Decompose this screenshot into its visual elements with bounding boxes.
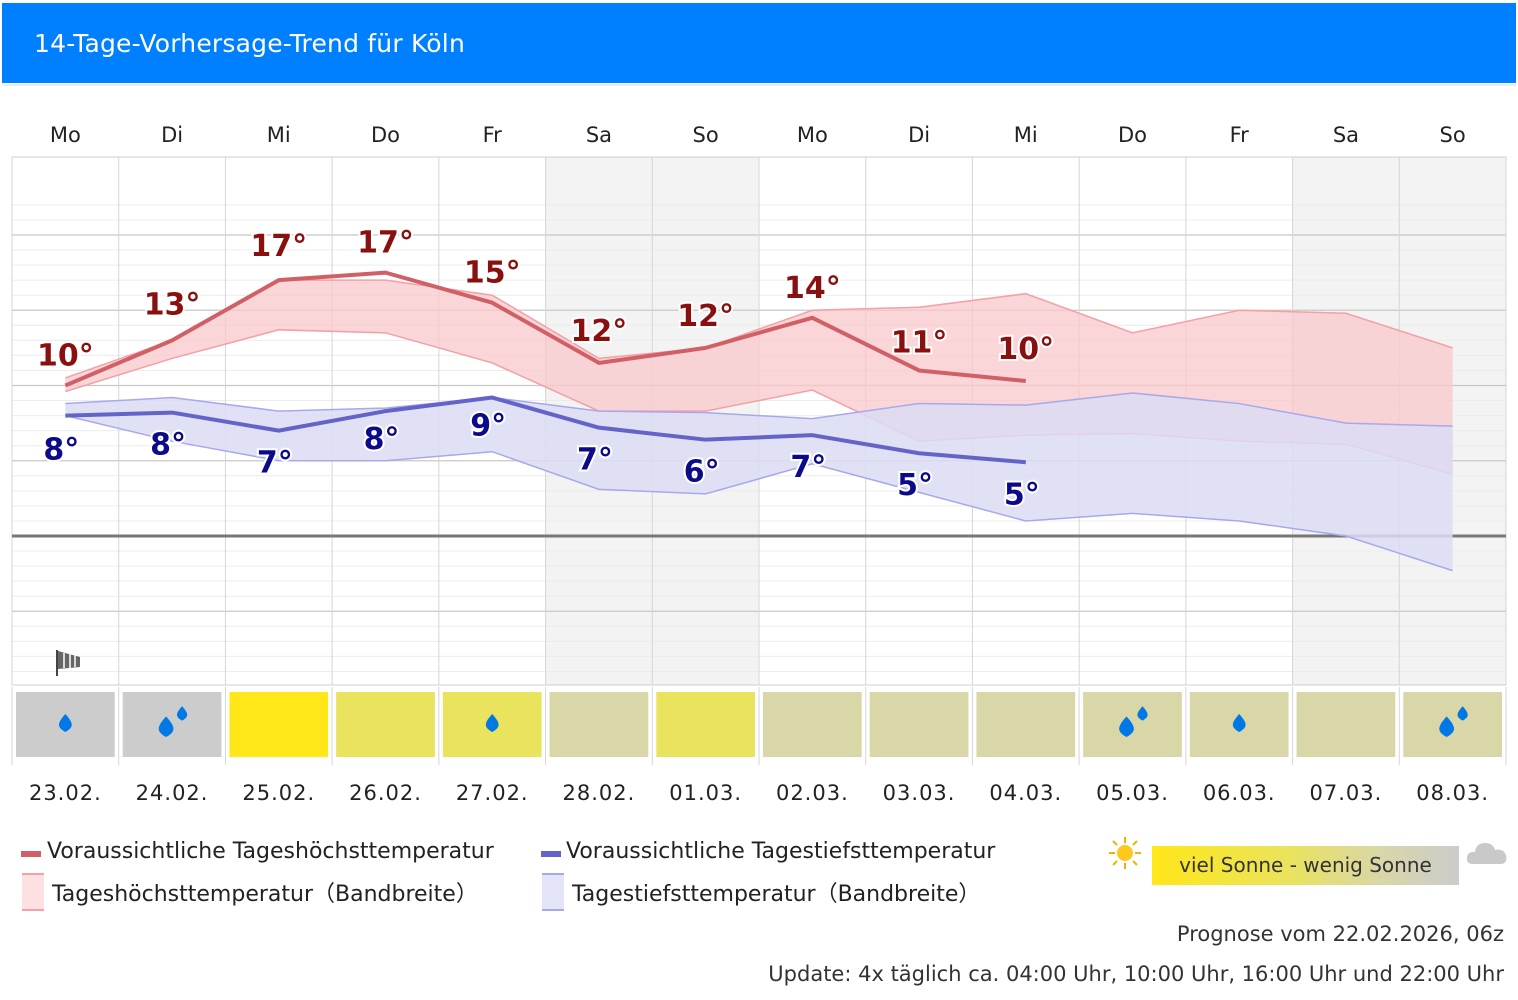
high-temp-label: 11° (891, 325, 948, 360)
date-label: 24.02. (136, 781, 209, 805)
high-temp-label: 14° (784, 271, 841, 306)
date-label: 08.03. (1416, 781, 1489, 805)
low-temp-label: 8° (150, 428, 186, 463)
low-temp-label: 8° (43, 433, 79, 468)
low-temp-line (65, 395, 1026, 465)
legend-low-line-label: Voraussichtliche Tagestiefsttemperatur (566, 839, 996, 864)
low-temp-label: 6° (684, 455, 720, 490)
low-temp-label: 9° (470, 409, 506, 444)
day-label: Mi (1014, 123, 1038, 147)
day-label: So (1440, 123, 1466, 147)
low-temp-label: 8° (364, 422, 400, 457)
day-label: Mo (797, 123, 828, 147)
date-label: 02.03. (776, 781, 849, 805)
sunshine-cell (976, 692, 1076, 757)
sunshine-scale: viel Sonne - wenig Sonne (1152, 846, 1459, 885)
high-temp-label: 12° (571, 314, 628, 349)
legend-high-line-label: Voraussichtliche Tageshöchsttemperatur (47, 839, 494, 864)
raindrop-icon (1232, 714, 1246, 732)
date-label: 26.02. (349, 781, 422, 805)
windsock-icon (56, 650, 80, 676)
sunshine-cell (229, 692, 329, 757)
high-temp-label: 17° (357, 226, 414, 261)
sunshine-cell (869, 692, 969, 757)
legend-low-line-swatch (541, 851, 561, 857)
high-temp-label: 12° (677, 299, 734, 334)
sunshine-cell (336, 692, 435, 757)
day-label: Fr (1230, 123, 1250, 147)
legend-low-band-label: Tagestiefsttemperatur（Bandbreite） (572, 882, 981, 907)
day-label: Do (371, 123, 400, 147)
day-label: Mi (267, 123, 291, 147)
day-label: Mo (50, 123, 81, 147)
day-label: Sa (586, 123, 612, 147)
legend-high-band-swatch (22, 873, 44, 911)
day-label: Di (161, 123, 183, 147)
date-label: 23.02. (29, 781, 102, 805)
sunshine-cell (656, 692, 755, 757)
date-label: 07.03. (1310, 781, 1383, 805)
legend-low-band-swatch (542, 873, 564, 911)
low-temp-label: 7° (790, 450, 826, 485)
day-label: So (693, 123, 719, 147)
legend-high-line-swatch (21, 851, 41, 857)
header-bar: 14-Tage-Vorhersage-Trend für Köln (2, 3, 1516, 83)
date-label: 28.02. (563, 781, 636, 805)
date-label: 05.03. (1096, 781, 1169, 805)
date-label: 03.03. (883, 781, 956, 805)
raindrop-icon (1439, 706, 1468, 738)
page-title: 14-Tage-Vorhersage-Trend für Köln (34, 29, 465, 58)
raindrop-icon (158, 706, 188, 738)
low-temp-label: 7° (257, 446, 293, 481)
sunshine-cell (549, 692, 649, 757)
forecast-timestamp: Prognose vom 22.02.2026, 06z (1176, 922, 1504, 946)
date-label: 01.03. (669, 781, 742, 805)
low-temp-label: 5° (1004, 477, 1040, 512)
forecast-chart: 10° 13° 17° 17° 15° 12° 12° 14° 11° 10° 8° 8° 7° 8° 9°… (11, 123, 1507, 805)
day-label: Do (1118, 123, 1147, 147)
raindrop-icon (1119, 706, 1148, 738)
date-label: 04.03. (989, 781, 1062, 805)
cloud-icon (1466, 843, 1507, 864)
date-label: 25.02. (242, 781, 315, 805)
high-temp-label: 10° (997, 332, 1054, 367)
low-temp-band (65, 393, 1453, 571)
update-schedule: Update: 4x täglich ca. 04:00 Uhr, 10:00 … (768, 962, 1504, 986)
date-label: 27.02. (456, 781, 529, 805)
raindrop-icon (58, 714, 72, 732)
low-temp-label: 5° (897, 468, 933, 503)
day-label: Di (908, 123, 930, 147)
high-temp-label: 13° (144, 287, 201, 322)
header-divider (2, 84, 1516, 86)
sun-icon (1109, 837, 1141, 869)
low-band-upper-edge (65, 392, 1453, 427)
sunshine-cell (1296, 692, 1396, 757)
date-label: 06.03. (1203, 781, 1276, 805)
low-band-lower-edge (65, 414, 1453, 572)
low-temp-label: 7° (577, 443, 613, 478)
high-temp-line (64, 270, 1026, 388)
day-label: Fr (483, 123, 503, 147)
legend-high-band-label: Tageshöchsttemperatur（Bandbreite） (52, 882, 478, 907)
raindrop-icon (485, 714, 499, 732)
day-label: Sa (1333, 123, 1359, 147)
high-temp-label: 17° (250, 229, 307, 264)
sunshine-cell (763, 692, 862, 757)
high-temp-label: 15° (464, 256, 521, 291)
high-temp-label: 10° (37, 339, 94, 374)
